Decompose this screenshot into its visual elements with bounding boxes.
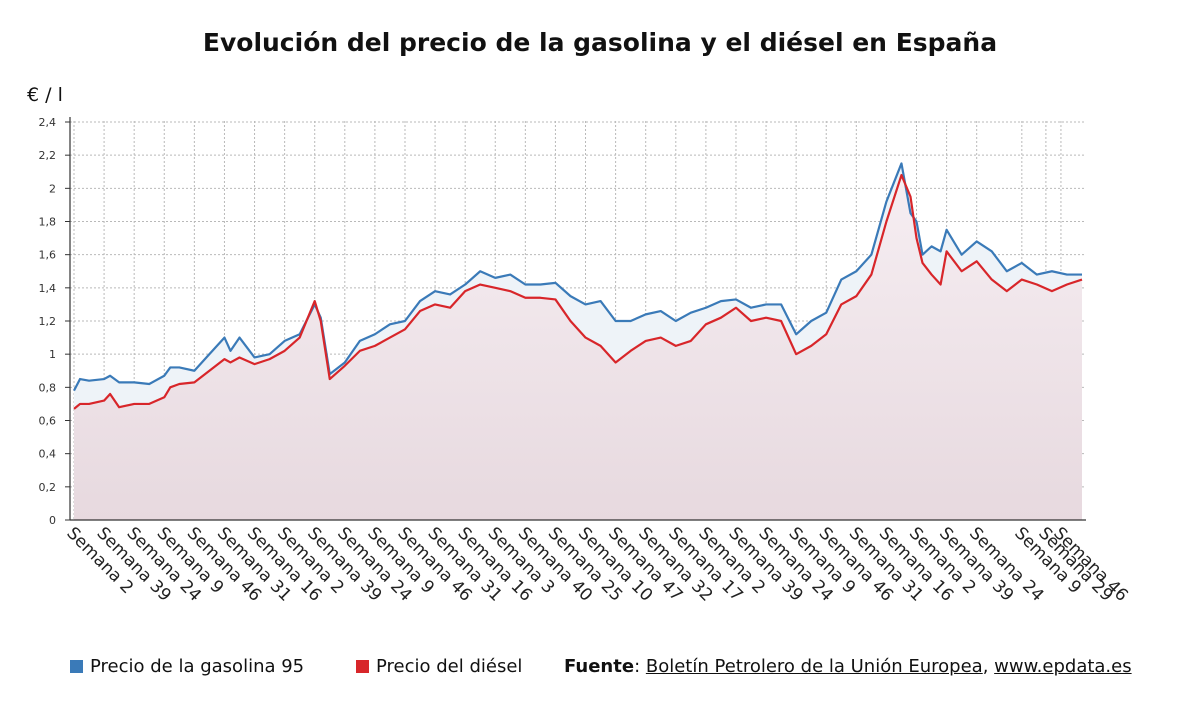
legend-label-diesel: Precio del diésel bbox=[376, 656, 523, 677]
y-tick-label: 2 bbox=[49, 182, 56, 195]
y-tick-label: 1 bbox=[49, 348, 56, 361]
y-tick-label: 0,4 bbox=[39, 448, 57, 461]
y-tick-label: 1,6 bbox=[39, 249, 57, 262]
source-note: Fuente: Boletín Petrolero de la Unión Eu… bbox=[564, 656, 1132, 677]
legend-swatch-gasolina bbox=[70, 660, 83, 673]
y-tick-label: 0,6 bbox=[39, 415, 57, 428]
axes bbox=[65, 117, 1086, 521]
y-tick-label: 0,8 bbox=[39, 381, 57, 394]
y-tick-label: 2,4 bbox=[39, 116, 57, 129]
series-line-diesel bbox=[73, 173, 1083, 410]
source-label: Fuente bbox=[564, 656, 635, 677]
legend-item-diesel: Precio del diésel bbox=[356, 656, 522, 677]
chart-title: Evolución del precio de la gasolina y el… bbox=[202, 28, 998, 57]
area-fills bbox=[74, 163, 1082, 521]
source-comma: , bbox=[982, 656, 995, 677]
y-tick-label: 2,2 bbox=[39, 149, 57, 162]
y-tick-label: 0 bbox=[49, 514, 56, 527]
legend-swatch-diesel bbox=[356, 660, 369, 673]
legend-item-gasolina: Precio de la gasolina 95 bbox=[70, 656, 304, 677]
y-tick-label: 1,4 bbox=[39, 282, 57, 295]
epdata-link[interactable]: www.epdata.es bbox=[994, 656, 1132, 677]
y-tick-label: 1,2 bbox=[39, 315, 57, 328]
area-fill-diesel bbox=[74, 175, 1082, 521]
y-tick-label: 0,2 bbox=[39, 481, 57, 494]
y-axis-unit-label: € / l bbox=[27, 84, 63, 106]
y-tick-label: 1,8 bbox=[39, 216, 57, 229]
legend-label-gasolina: Precio de la gasolina 95 bbox=[90, 656, 305, 677]
y-tick-labels: 0 0,2 0,4 0,6 0,8 1 1,2 1,4 1,6 1,8 2 2,2 2,4 bbox=[39, 116, 57, 527]
series-lines bbox=[73, 162, 1083, 410]
source-link[interactable]: Boletín Petrolero de la Unión Europea bbox=[645, 656, 983, 677]
source-separator: : bbox=[634, 656, 646, 677]
series-line-gasolina bbox=[73, 162, 1082, 392]
